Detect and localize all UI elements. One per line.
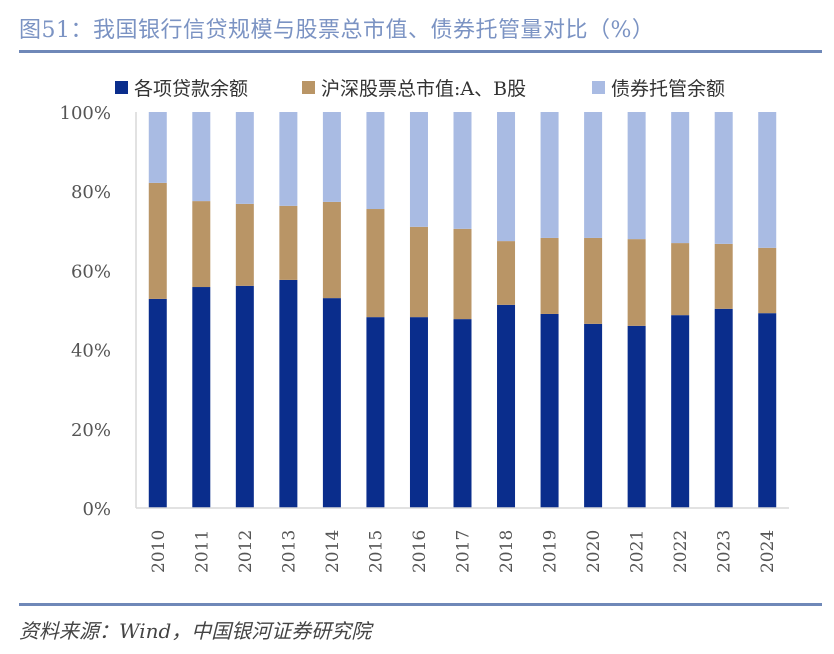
legend-item-bonds: 债券托管余额 [592,74,725,101]
bar-segment-stocks-2022 [671,243,690,316]
y-axis: 0% 20% 40% 60% 80% 100% [60,103,111,520]
source-rule [19,603,822,606]
legend-item-loans: 各项贷款余额 [115,74,248,101]
y-tick-label: 40% [71,341,111,362]
x-tick-label: 2020 [584,530,604,573]
bar-segment-bonds-2010 [148,112,167,183]
bar-segment-stocks-2012 [235,203,254,286]
bar-segment-loans-2015 [366,317,385,508]
y-tick-label: 20% [71,420,111,441]
y-tick-label: 80% [71,182,111,203]
bar-segment-loans-2020 [584,323,603,508]
bar-segment-loans-2019 [540,313,559,508]
legend-label-stocks: 沪深股票总市值:A、B股 [321,78,527,100]
bar-segment-bonds-2021 [627,112,646,240]
bar-segment-bonds-2011 [192,112,211,202]
bar-segment-loans-2022 [671,315,690,508]
bar-segment-stocks-2017 [453,228,472,320]
x-tick-label: 2010 [149,530,169,573]
bar-segment-bonds-2015 [366,112,385,210]
bar-segment-stocks-2016 [409,226,428,318]
bar-group-2018 [497,112,516,508]
bar-segment-loans-2018 [497,304,516,508]
y-tick-label: 0% [82,499,111,520]
x-tick-label: 2021 [628,530,648,573]
bar-group-2012 [235,112,254,508]
bar-segment-stocks-2020 [584,237,603,324]
y-tick-label: 100% [60,103,111,124]
bar-segment-bonds-2016 [409,112,428,227]
bar-group-2010 [148,112,167,508]
bar-segment-stocks-2021 [627,239,646,326]
legend-swatch-stocks [302,81,315,94]
bar-group-2023 [714,112,733,508]
bar-segment-loans-2016 [409,317,428,508]
bar-segment-bonds-2019 [540,112,559,238]
bar-group-2020 [584,112,603,508]
stacked-bar-chart: 0%20%40%60%80%100% 2010 2011 2012 2013 2014 2… [60,103,789,573]
bar-segment-loans-2013 [279,279,298,508]
x-tick-label: 2016 [410,530,430,573]
bar-segment-bonds-2013 [279,112,298,206]
bar-segment-stocks-2024 [758,247,777,314]
x-tick-label: 2015 [366,530,386,573]
x-tick-label: 2019 [541,530,561,573]
bar-segment-stocks-2019 [540,237,559,314]
bar-segment-loans-2010 [148,298,167,508]
bar-segment-bonds-2012 [235,112,254,204]
bar-group-2013 [279,112,298,508]
bar-segment-stocks-2014 [322,201,341,299]
bar-segment-loans-2011 [192,287,211,508]
bar-segment-stocks-2023 [714,243,733,309]
bar-segment-bonds-2017 [453,112,472,229]
bar-segment-bonds-2014 [322,112,341,202]
x-tick-label: 2024 [758,530,778,573]
bar-group-2015 [366,112,385,508]
bar-segment-bonds-2023 [714,112,733,244]
figure-title: 图51：我国银行信贷规模与股票总市值、债券托管量对比（%） [19,18,655,43]
bar-segment-stocks-2011 [192,201,211,288]
x-tick-label: 2011 [192,530,212,573]
bar-segment-loans-2012 [235,285,254,508]
bar-group-2017 [453,112,472,508]
legend-swatch-loans [115,81,128,94]
x-tick-label: 2012 [236,530,256,573]
bar-segment-loans-2021 [627,325,646,508]
bar-segment-loans-2014 [322,298,341,508]
bar-group-2021 [627,112,646,508]
legend-item-stocks: 沪深股票总市值:A、B股 [302,74,526,101]
bar-segment-bonds-2024 [758,112,777,248]
bars [148,112,777,508]
bar-segment-stocks-2018 [497,241,516,305]
source-note: 资料来源：Wind，中国银河证券研究院 [19,619,372,643]
title-rule [19,50,822,53]
bar-group-2019 [540,112,559,508]
x-tick-label: 2023 [715,530,735,573]
x-tick-label: 2022 [671,530,691,573]
bar-segment-bonds-2020 [584,112,603,238]
x-tick-label: 2017 [454,530,474,573]
x-tick-label: 2013 [279,530,299,573]
y-tick-label: 60% [71,261,111,282]
legend-label-loans: 各项贷款余额 [134,78,249,100]
bar-segment-bonds-2022 [671,112,690,244]
bar-group-2016 [409,112,428,508]
bar-group-2011 [192,112,211,508]
bar-segment-loans-2023 [714,308,733,508]
bar-segment-stocks-2013 [279,205,298,280]
bar-segment-stocks-2015 [366,209,385,318]
chart-legend: 各项贷款余额 沪深股票总市值:A、B股 债券托管余额 [0,74,834,100]
x-tick-label: 2018 [497,530,517,573]
x-tick-label: 2014 [323,530,343,573]
bar-segment-loans-2024 [758,313,777,508]
x-axis: 2010 2011 2012 2013 2014 2015 2016 2017 2018 2019… [149,530,778,573]
legend-label-bonds: 债券托管余额 [611,78,726,100]
bar-group-2014 [322,112,341,508]
bar-segment-bonds-2018 [497,112,516,242]
legend-swatch-bonds [592,81,605,94]
bar-group-2022 [671,112,690,508]
bar-segment-loans-2017 [453,319,472,508]
bar-group-2024 [758,112,777,508]
bar-segment-stocks-2010 [148,182,167,299]
